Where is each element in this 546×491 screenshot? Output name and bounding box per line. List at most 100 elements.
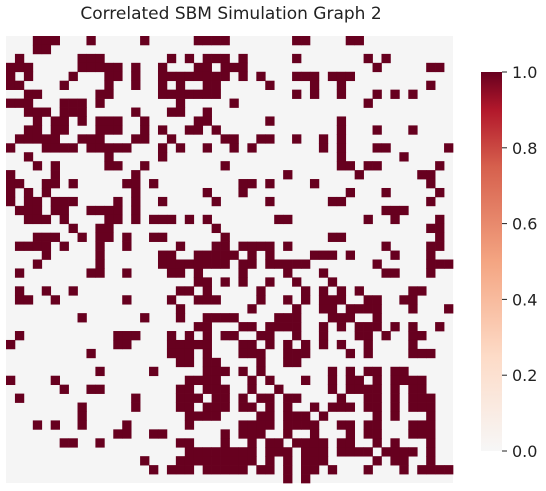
heatmap-cell: [238, 465, 248, 475]
heatmap-cell: [435, 259, 445, 269]
heatmap-cell: [220, 447, 230, 457]
heatmap-cell: [292, 313, 302, 323]
heatmap-cell: [327, 71, 338, 82]
colorbar-gradient: [481, 72, 502, 451]
heatmap-cell: [140, 116, 150, 126]
heatmap-cell: [238, 402, 248, 412]
heatmap-cell: [184, 456, 195, 466]
heatmap-cell: [50, 295, 60, 305]
heatmap-cell: [435, 232, 445, 242]
heatmap-cell: [301, 438, 311, 448]
heatmap-cell: [390, 250, 400, 260]
heatmap-cell: [426, 170, 436, 180]
heatmap-cell: [247, 259, 257, 269]
heatmap-cell: [211, 250, 221, 260]
heatmap-cell: [345, 313, 356, 323]
heatmap-cell: [256, 331, 266, 341]
heatmap-cell: [211, 411, 221, 421]
heatmap-cell: [140, 36, 150, 46]
heatmap-cell: [23, 187, 34, 198]
heatmap-cell: [327, 384, 338, 394]
heatmap-cell: [256, 357, 266, 368]
heatmap-cell: [408, 89, 418, 99]
heatmap-cell: [283, 465, 293, 475]
heatmap-cell: [399, 366, 409, 377]
heatmap-cell: [247, 456, 257, 466]
heatmap-cell: [32, 420, 43, 430]
heatmap-cell: [408, 304, 418, 314]
heatmap-cell: [184, 393, 195, 403]
heatmap-cell: [417, 375, 427, 386]
heatmap-cell: [283, 411, 293, 421]
heatmap-cell: [50, 232, 60, 242]
heatmap-cell: [193, 116, 204, 126]
heatmap-cell: [444, 143, 454, 153]
heatmap-cell: [399, 456, 409, 466]
heatmap-cell: [59, 116, 69, 126]
heatmap-cell: [265, 241, 275, 251]
heatmap-cell: [122, 232, 132, 242]
heatmap-cell: [202, 339, 212, 350]
heatmap-cell: [193, 295, 204, 305]
heatmap-cell: [113, 143, 123, 153]
heatmap-cell: [202, 348, 212, 359]
heatmap-cell: [345, 348, 356, 359]
heatmap-cell: [202, 366, 212, 377]
heatmap-cell: [372, 393, 382, 403]
heatmap-cell: [32, 36, 43, 46]
heatmap-cell: [202, 313, 212, 323]
heatmap-cell: [113, 116, 123, 126]
heatmap-cell: [274, 322, 284, 332]
heatmap-cell: [113, 161, 123, 171]
heatmap-cell: [202, 36, 212, 46]
heatmap-cell: [444, 259, 454, 269]
heatmap-cell: [6, 71, 16, 82]
heatmap-cell: [157, 250, 168, 260]
heatmap-cell: [86, 36, 96, 46]
heatmap-cell: [390, 89, 400, 99]
heatmap-cell: [140, 125, 150, 135]
heatmap-cell: [238, 429, 248, 439]
heatmap-cell: [220, 393, 230, 403]
heatmap-cell: [104, 80, 114, 90]
heatmap-cell: [309, 456, 320, 466]
heatmap-cell: [408, 420, 418, 430]
heatmap-cell: [345, 447, 356, 457]
heatmap-cell: [220, 366, 230, 377]
heatmap-cell: [202, 277, 212, 287]
heatmap-cell: [211, 223, 221, 234]
heatmap-cell: [363, 331, 373, 341]
heatmap-cell: [41, 250, 52, 260]
heatmap-cell: [122, 143, 132, 153]
heatmap-cell: [426, 348, 436, 359]
heatmap-cell: [41, 143, 52, 153]
heatmap-cell: [265, 339, 275, 350]
heatmap-cell: [202, 456, 212, 466]
heatmap-cell: [390, 205, 400, 216]
heatmap-cell: [220, 465, 230, 475]
heatmap-cell: [426, 465, 436, 475]
heatmap-cell: [175, 98, 186, 108]
heatmap-cell: [166, 268, 177, 278]
heatmap-cell: [372, 304, 382, 314]
heatmap-cell: [327, 295, 338, 305]
heatmap-cell: [265, 250, 275, 260]
heatmap-cell: [59, 143, 69, 153]
heatmap-cell: [211, 71, 221, 82]
heatmap-cell: [426, 259, 436, 269]
heatmap-cell: [435, 223, 445, 234]
heatmap-cell: [390, 268, 400, 278]
heatmap-cell: [122, 420, 132, 430]
heatmap-cell: [292, 89, 302, 99]
heatmap-cell: [265, 447, 275, 457]
heatmap-cell: [354, 447, 364, 457]
heatmap-cell: [59, 438, 69, 448]
heatmap-cell: [336, 286, 347, 296]
heatmap-cell: [417, 384, 427, 394]
heatmap-cell: [327, 277, 338, 287]
heatmap-cell: [309, 89, 320, 99]
heatmap-cell: [336, 232, 347, 242]
heatmap-cell: [104, 62, 114, 73]
heatmap-cell: [408, 447, 418, 457]
heatmap-cell: [211, 196, 221, 207]
